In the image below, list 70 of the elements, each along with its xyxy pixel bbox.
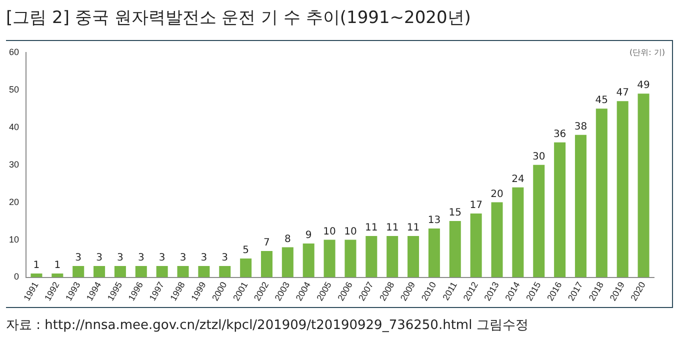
bar [344,240,356,278]
bar [386,236,398,278]
data-label: 38 [574,121,588,132]
data-label: 45 [595,95,608,106]
data-label: 11 [365,222,378,234]
y-tick-label: 0 [14,272,20,282]
annotation: (단위: 기) [630,47,665,58]
data-label: 8 [284,234,291,245]
data-label: 17 [470,200,482,212]
data-label: 15 [448,208,462,219]
data-label: 13 [428,215,441,226]
data-label: 3 [96,252,102,264]
bar [596,108,608,278]
bar [219,266,231,278]
data-label: 10 [344,226,357,238]
bar [638,94,650,278]
bar [282,247,294,278]
bar [114,266,126,278]
bar [533,164,545,278]
y-tick-label: 10 [8,234,20,244]
data-label: 47 [616,88,629,99]
y-tick-label: 30 [8,159,20,170]
bar [177,266,189,278]
bar [94,266,106,278]
bar [324,240,336,278]
bar [491,202,503,278]
data-label: 1 [33,260,40,272]
bar [260,251,272,278]
chart-title: [그림 2] 중국 원자력발전소 운전 기 수 추이(1991~2020년) [6,7,471,29]
bar [156,266,168,278]
y-tick-label: 50 [8,84,20,94]
bar [449,221,461,278]
bar [30,274,42,278]
data-label: 49 [637,80,650,92]
data-label: 3 [75,252,82,264]
bar [198,266,210,278]
bar [512,187,524,278]
data-label: 10 [323,226,336,238]
y-tick-label: 60 [8,46,20,57]
data-label: 3 [222,252,228,264]
bar [302,244,314,278]
data-label: 11 [406,222,420,234]
data-label: 36 [553,128,566,140]
data-label: 1 [54,260,61,272]
bar [574,134,586,278]
bar [72,266,84,278]
bar [470,214,482,278]
data-label: 3 [180,252,186,264]
data-label: 3 [117,252,124,264]
data-label: 20 [490,188,504,200]
bar [240,258,252,278]
y-tick-label: 40 [8,122,20,132]
bar [52,274,64,278]
bar [135,266,147,278]
data-label: 3 [138,252,144,264]
data-label: 3 [158,252,166,264]
data-label: 24 [512,174,524,185]
data-label: 3 [200,252,208,264]
bar [616,101,628,278]
y-tick-label: 20 [8,196,20,207]
data-label: 9 [305,230,312,242]
bar [366,236,378,278]
text: 자료 : http://nnsa.mee.gov.cn/ztzl/kpcl/201909/t20190929_736250.html 그림수정 [6,317,528,334]
data-label: 30 [532,151,546,162]
bar [554,142,566,278]
data-label: 7 [264,238,270,249]
data-label: 5 [242,245,249,256]
bar [408,236,420,278]
bar [428,228,440,278]
data-label: 11 [386,222,399,234]
